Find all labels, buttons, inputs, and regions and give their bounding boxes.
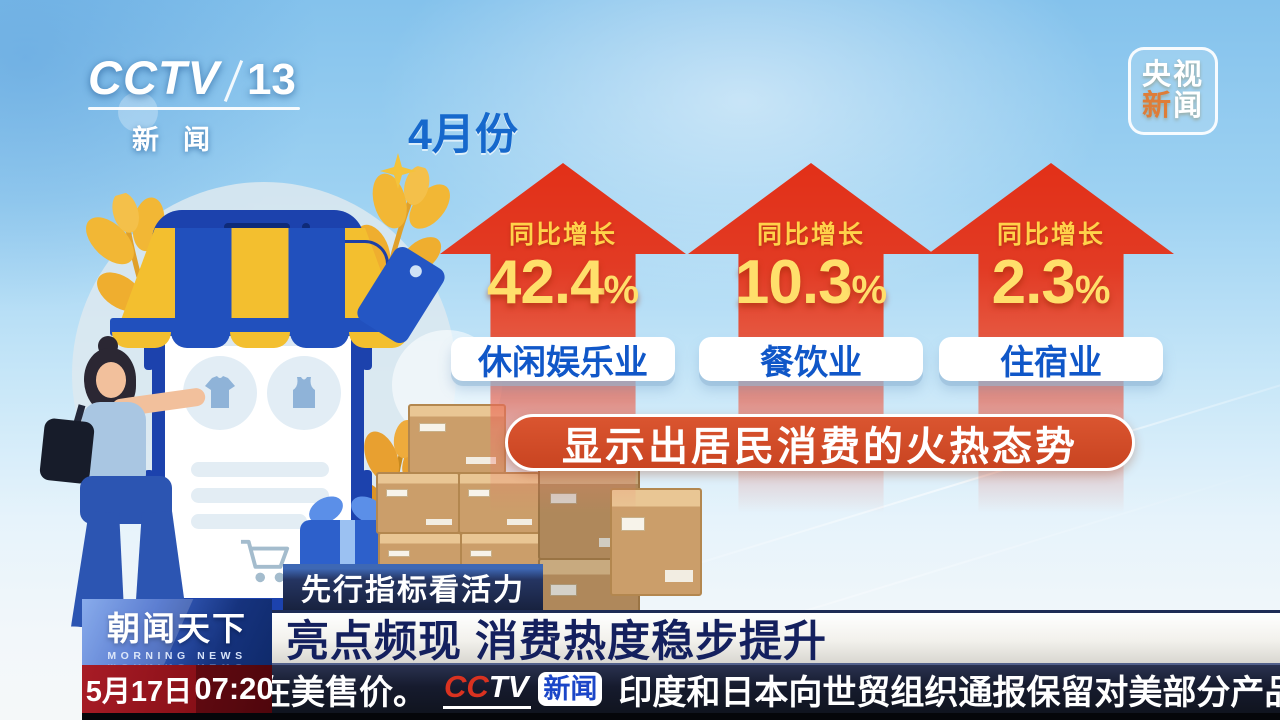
phone-side-tab [362, 470, 372, 504]
cctv-news-pill: 新闻 [538, 672, 603, 706]
category-pill: 休闲娱乐业 [451, 337, 675, 382]
program-logo: 朝闻天下 MORNING NEWS MORNING NEWS [82, 599, 272, 665]
value-unit: % [603, 268, 640, 312]
tag-string [345, 240, 389, 276]
cctv-news-corner-badge: 央视 新闻 [1128, 47, 1218, 135]
arrow-value: 2.3% [928, 247, 1174, 318]
phone-speaker [224, 223, 290, 231]
cloud-blob [118, 92, 158, 132]
cctv13-logo-row: CCTV 13 [88, 50, 300, 105]
cctv-letters-white: TV [488, 669, 529, 704]
annotation-banner: 显示出居民消费的火热态势 [505, 414, 1135, 471]
awning-scallops [112, 332, 409, 348]
channel-subtitle: 新闻 [132, 125, 234, 155]
tshirt-icon [205, 376, 235, 408]
value-number: 2.3 [991, 248, 1076, 317]
date-time-bar: 5月17日 07:20 [82, 665, 274, 713]
badge-line1: 央视 [1141, 58, 1204, 91]
ticker-cctv-logo: CCTV 新闻 [443, 669, 603, 709]
value-number: 10.3 [734, 248, 853, 317]
scallop [171, 332, 231, 348]
channel-number: 13 [246, 55, 296, 104]
arrow-value: 42.4% [440, 247, 686, 318]
headline-text: 亮点频现 消费热度稳步提升 [286, 618, 827, 666]
text-line [191, 462, 329, 477]
text-line [191, 488, 329, 503]
arrow-series-label: 同比增长 [756, 221, 865, 249]
value-unit: % [851, 268, 888, 312]
tanktop-icon [293, 377, 315, 408]
period-label: 4月份 [408, 111, 518, 159]
arrow-value: 10.3% [688, 247, 934, 318]
cctv13-logo: CCTV 13 新闻 [88, 50, 300, 157]
category-pill: 住宿业 [939, 337, 1163, 382]
time-text: 07:20 [194, 665, 274, 713]
phone-side-tab [362, 336, 372, 370]
news-ticker: 在美售价。 CCTV 新闻 印度和日本向世贸组织通报保留对美部分产品 [272, 663, 1280, 713]
ticker-right-text: 印度和日本向世贸组织通报保留对美部分产品 [618, 673, 1280, 712]
value-number: 42.4 [486, 248, 605, 317]
text-line [191, 514, 307, 529]
cctv-letters-red: CC [444, 669, 489, 704]
date-text: 5月17日 [85, 676, 193, 708]
ticker-left-text: 在美售价。 [272, 673, 427, 712]
scallop [289, 332, 349, 348]
scallop [230, 332, 290, 348]
badge-line2: 新闻 [1141, 90, 1205, 122]
awning-band [110, 318, 410, 336]
badge-char-wen: 闻 [1173, 90, 1205, 122]
product-thumb-tank [267, 356, 341, 430]
arrow-series-label: 同比增长 [508, 221, 617, 249]
cctv-letters: CCTV [443, 669, 532, 709]
bottom-black-strip [82, 713, 1280, 720]
logo-slash [223, 60, 244, 102]
logo-underline [88, 107, 300, 110]
program-name: 朝闻天下 [107, 610, 247, 647]
category-pill: 餐饮业 [699, 337, 923, 382]
phone-camera [302, 223, 310, 231]
kicker-banner: 先行指标看活力 [283, 564, 543, 610]
scallop [112, 332, 172, 348]
handbag [38, 417, 96, 485]
headline-bar: 亮点频现 消费热度稳步提升 [272, 610, 1280, 666]
cart-icon [237, 536, 295, 588]
arrow-series-label: 同比增长 [996, 221, 1105, 249]
cctv-wordmark: CCTV [88, 51, 220, 104]
badge-char-xin: 新 [1141, 90, 1173, 122]
woman-face [96, 362, 126, 398]
phone-side-tab [144, 336, 154, 370]
value-unit: % [1074, 268, 1111, 312]
